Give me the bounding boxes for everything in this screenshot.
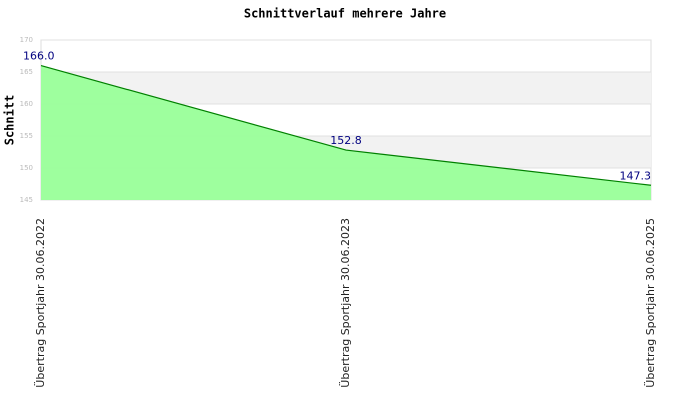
chart-title: Schnittverlauf mehrere Jahre xyxy=(244,7,446,21)
y-tick-label: 170 xyxy=(20,36,33,44)
value-label: 152.8 xyxy=(330,134,362,147)
y-tick-label: 160 xyxy=(20,100,33,108)
y-tick-label: 155 xyxy=(20,132,33,140)
line xyxy=(40,65,652,186)
y-tick-label: 150 xyxy=(20,164,33,172)
value-label: 147.3 xyxy=(620,169,652,182)
y-tick-label: 145 xyxy=(20,196,33,204)
y-tick-label: 165 xyxy=(20,68,33,76)
value-label: 166.0 xyxy=(23,50,55,63)
area xyxy=(41,65,651,200)
x-tick-label: Übertrag Sportjahr 30.06.2025 xyxy=(644,218,657,388)
x-tick-label: Übertrag Sportjahr 30.06.2023 xyxy=(339,218,352,388)
x-tick-label: Übertrag Sportjahr 30.06.2022 xyxy=(34,218,47,388)
y-axis-label: Schnitt xyxy=(3,95,17,146)
